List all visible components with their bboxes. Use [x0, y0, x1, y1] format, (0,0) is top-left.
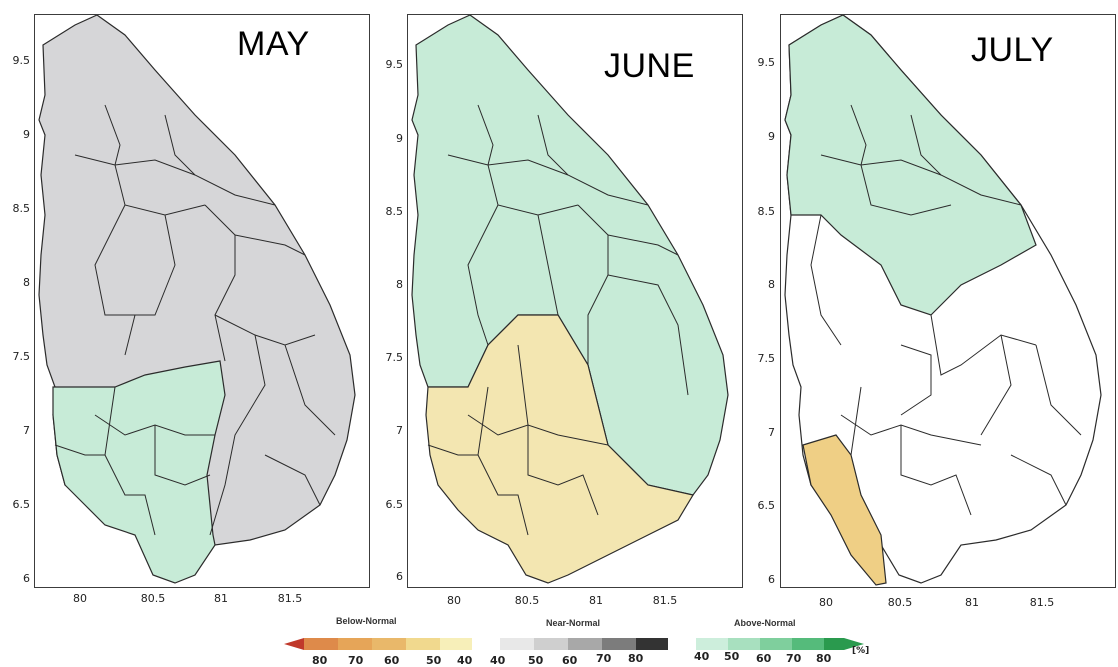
y-tick: 8.5: [757, 205, 776, 218]
map-panel-may: MAY: [34, 14, 370, 588]
x-tick: 80.5: [140, 592, 166, 605]
legend-title-near: Near-Normal: [546, 618, 601, 628]
y-tick: 7: [396, 424, 403, 437]
y-tick: 9.5: [385, 58, 404, 71]
y-tick: 8.5: [12, 202, 31, 215]
x-tick: 81.5: [1029, 596, 1055, 609]
x-tick: 80.5: [887, 596, 913, 609]
legend-label: 80: [628, 652, 644, 665]
y-tick: 6.5: [385, 498, 404, 511]
legend-label: 50: [724, 650, 740, 663]
y-tick: 9.5: [757, 56, 776, 69]
legend-cell-near-1: [500, 638, 534, 650]
legend-label: 80: [312, 654, 328, 667]
legend-title-below: Below-Normal: [336, 616, 397, 626]
y-tick: 6: [768, 573, 775, 586]
y-tick: 7.5: [385, 351, 404, 364]
y-tick: 9: [396, 132, 403, 145]
legend-label: 40: [490, 654, 506, 667]
y-tick: 8: [768, 278, 775, 291]
sri-lanka-map-june: [411, 15, 729, 584]
legend-cell-above-2: [728, 638, 760, 650]
legend-cell-near-2: [534, 638, 568, 650]
legend-label: 60: [384, 654, 400, 667]
x-tick: 81: [589, 594, 603, 607]
y-tick: 8: [23, 276, 30, 289]
x-tick: 80: [819, 596, 833, 609]
x-tick: 81: [965, 596, 979, 609]
legend-cell-near-5: [636, 638, 668, 650]
legend-label: 50: [426, 654, 442, 667]
legend-unit: [%]: [852, 646, 870, 656]
legend-label: 40: [694, 650, 710, 663]
y-tick: 6: [23, 572, 30, 585]
sri-lanka-map-may: [38, 15, 356, 584]
y-tick: 6.5: [12, 498, 31, 511]
x-tick: 80: [447, 594, 461, 607]
panel-title-july: JULY: [971, 31, 1054, 69]
legend-below-arrow: [284, 638, 304, 650]
legend-label: 80: [816, 652, 832, 665]
y-tick: 8: [396, 278, 403, 291]
region-yellow-june: [425, 314, 694, 584]
legend-label: 60: [756, 652, 772, 665]
legend-cell-above-4: [792, 638, 824, 650]
panel-title-june: JUNE: [604, 47, 695, 85]
legend-cell-below-1: [304, 638, 338, 650]
map-panel-july: JULY: [780, 14, 1116, 588]
legend-cell-above-5: [824, 638, 844, 650]
region-green-july: [784, 15, 1037, 316]
panel-title-may: MAY: [237, 25, 310, 63]
sri-lanka-map-july: [784, 15, 1102, 586]
x-tick: 81.5: [277, 592, 303, 605]
legend-cell-above-3: [760, 638, 792, 650]
region-orange-july: [802, 434, 887, 586]
y-tick: 9.5: [12, 54, 31, 67]
legend-cell-above-1: [696, 638, 728, 650]
legend-cell-below-5: [440, 638, 472, 650]
legend-label: 70: [596, 652, 612, 665]
legend-label: 60: [562, 654, 578, 667]
legend-above-arrow: [844, 638, 864, 650]
legend-label: 40: [457, 654, 473, 667]
x-tick: 81: [214, 592, 228, 605]
y-tick: 9: [768, 130, 775, 143]
map-panel-june: JUNE: [407, 14, 743, 588]
x-tick: 80.5: [514, 594, 540, 607]
legend-label: 70: [786, 652, 802, 665]
legend-cell-below-2: [338, 638, 372, 650]
legend-label: 70: [348, 654, 364, 667]
y-tick: 8.5: [385, 205, 404, 218]
y-tick: 7.5: [12, 350, 31, 363]
x-tick: 81.5: [652, 594, 678, 607]
x-tick: 80: [73, 592, 87, 605]
legend-title-above: Above-Normal: [734, 618, 796, 628]
legend-label: 50: [528, 654, 544, 667]
y-tick: 9: [23, 128, 30, 141]
legend-cell-below-3: [372, 638, 406, 650]
legend-cell-near-4: [602, 638, 636, 650]
y-tick: 7.5: [757, 352, 776, 365]
y-tick: 7: [768, 426, 775, 439]
y-tick: 6.5: [757, 499, 776, 512]
region-green-may: [52, 360, 226, 584]
legend-cell-below-4: [406, 638, 440, 650]
y-tick: 7: [23, 424, 30, 437]
y-tick: 6: [396, 570, 403, 583]
legend-cell-near-3: [568, 638, 602, 650]
